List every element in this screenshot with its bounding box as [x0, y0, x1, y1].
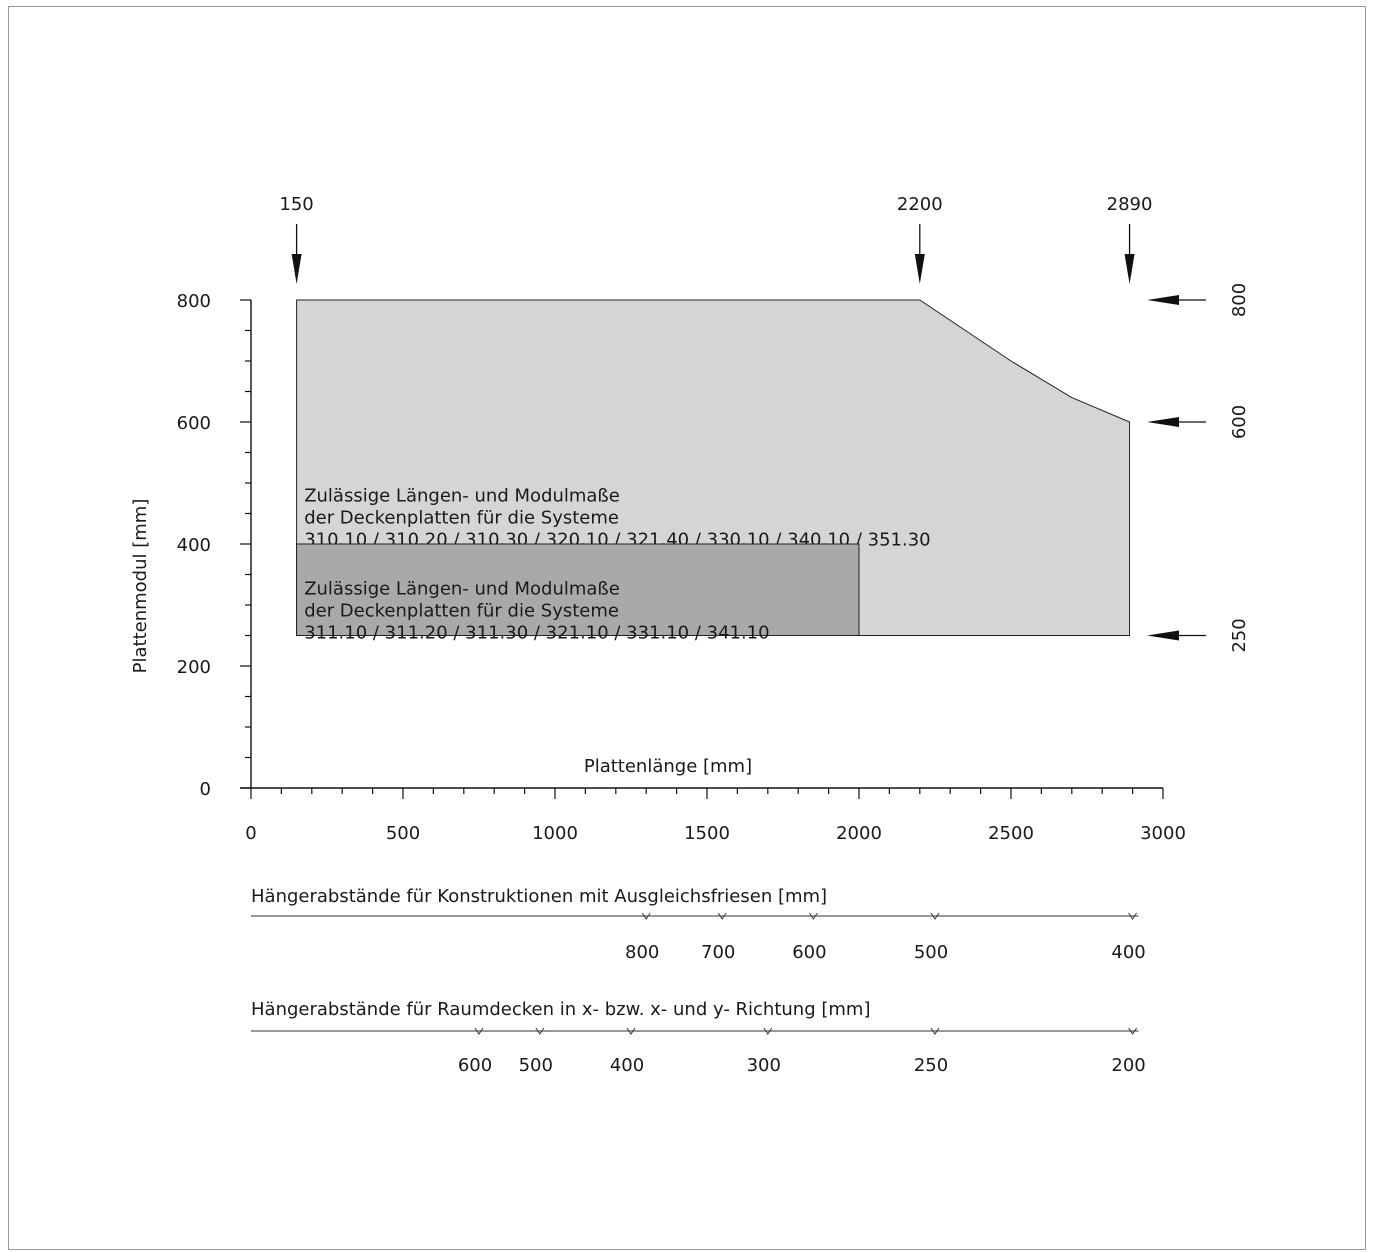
secondary-scale-tick: [535, 1027, 545, 1035]
top-marker-arrowhead: [914, 254, 925, 284]
secondary-scale-tick-label: 250: [914, 1055, 948, 1076]
region-1-label-line-1: Zulässige Längen- und Modulmaße: [304, 485, 620, 506]
x-tick-label: 1000: [532, 823, 578, 844]
secondary-scale-tick: [626, 1027, 636, 1035]
x-tick-label: 2500: [988, 823, 1034, 844]
x-tick-label: 500: [386, 823, 420, 844]
secondary-scale-tick-label: 500: [914, 942, 948, 963]
right-marker-arrowhead: [1147, 417, 1179, 427]
secondary-scale-tick-label: 600: [458, 1055, 492, 1076]
top-marker-arrowhead: [1124, 254, 1135, 284]
region-2-label-line-2: der Deckenplatten für die Systeme: [304, 601, 619, 622]
right-marker-label: 800: [1229, 283, 1250, 317]
secondary-scale-tick-label: 800: [625, 942, 659, 963]
y-tick-label: 0: [200, 779, 211, 800]
secondary-scale-tick: [474, 1027, 484, 1035]
secondary-scale-tick-label: 700: [701, 942, 735, 963]
axes-layer: 0 200 400 600 800 0 500 1000 1500 2000 2500 3000: [177, 291, 1186, 844]
right-marker-label: 600: [1229, 405, 1250, 439]
secondary-scale-tick: [641, 912, 651, 920]
x-axis-title: Plattenlänge [mm]: [584, 756, 752, 777]
y-axis-title: Plattenmodul [mm]: [130, 499, 151, 674]
secondary-scale-tick: [930, 1027, 940, 1035]
top-marker-label: 2890: [1107, 194, 1153, 215]
region-2: [296, 543, 860, 636]
secondary-scale-tick: [808, 912, 818, 920]
secondary-scale-tick-label: 400: [610, 1055, 644, 1076]
secondary-scale-tick-label: 200: [1111, 1055, 1145, 1076]
right-marker-label: 250: [1229, 618, 1250, 652]
secondary-scale-tick-label: 300: [747, 1055, 781, 1076]
y-tick-label: 600: [177, 413, 211, 434]
markers-layer: 150 2200 2890 800 600 250: [279, 194, 1250, 653]
secondary-scale-tick: [717, 912, 727, 920]
x-tick-label: 1500: [684, 823, 730, 844]
y-tick-label: 400: [177, 535, 211, 556]
x-tick-label: 3000: [1140, 823, 1186, 844]
top-marker-label: 150: [279, 194, 313, 215]
secondary-scale-title-2: Hängerabstände für Raumdecken in x- bzw.…: [251, 999, 870, 1020]
secondary-scale-tick-label: 600: [792, 942, 826, 963]
y-tick-label: 800: [177, 291, 211, 312]
top-marker-arrowhead: [291, 254, 302, 284]
secondary-scales-layer: Hängerabstände für Konstruktionen mit Au…: [251, 886, 1146, 1076]
x-tick-label: 2000: [836, 823, 882, 844]
region-1-label-line-2: der Deckenplatten für die Systeme: [304, 507, 619, 528]
x-tick-label: 0: [245, 823, 256, 844]
secondary-scale-tick: [930, 912, 940, 920]
y-tick-label: 200: [177, 657, 211, 678]
secondary-scale-tick-label: 400: [1111, 942, 1145, 963]
right-marker-arrowhead: [1147, 295, 1179, 305]
region-2-label-line-3: 311.10 / 311.20 / 311.30 / 321.10 / 331.…: [304, 623, 769, 644]
region-2-label-line-1: Zulässige Längen- und Modulmaße: [304, 579, 620, 600]
top-marker-label: 2200: [897, 194, 943, 215]
secondary-scale-tick: [1128, 1027, 1138, 1035]
right-marker-arrowhead: [1147, 630, 1179, 641]
secondary-scale-title-1: Hängerabstände für Konstruktionen mit Au…: [251, 886, 827, 907]
secondary-scale-tick: [1128, 912, 1138, 920]
secondary-scale-tick-label: 500: [519, 1055, 553, 1076]
secondary-scale-tick: [763, 1027, 773, 1035]
